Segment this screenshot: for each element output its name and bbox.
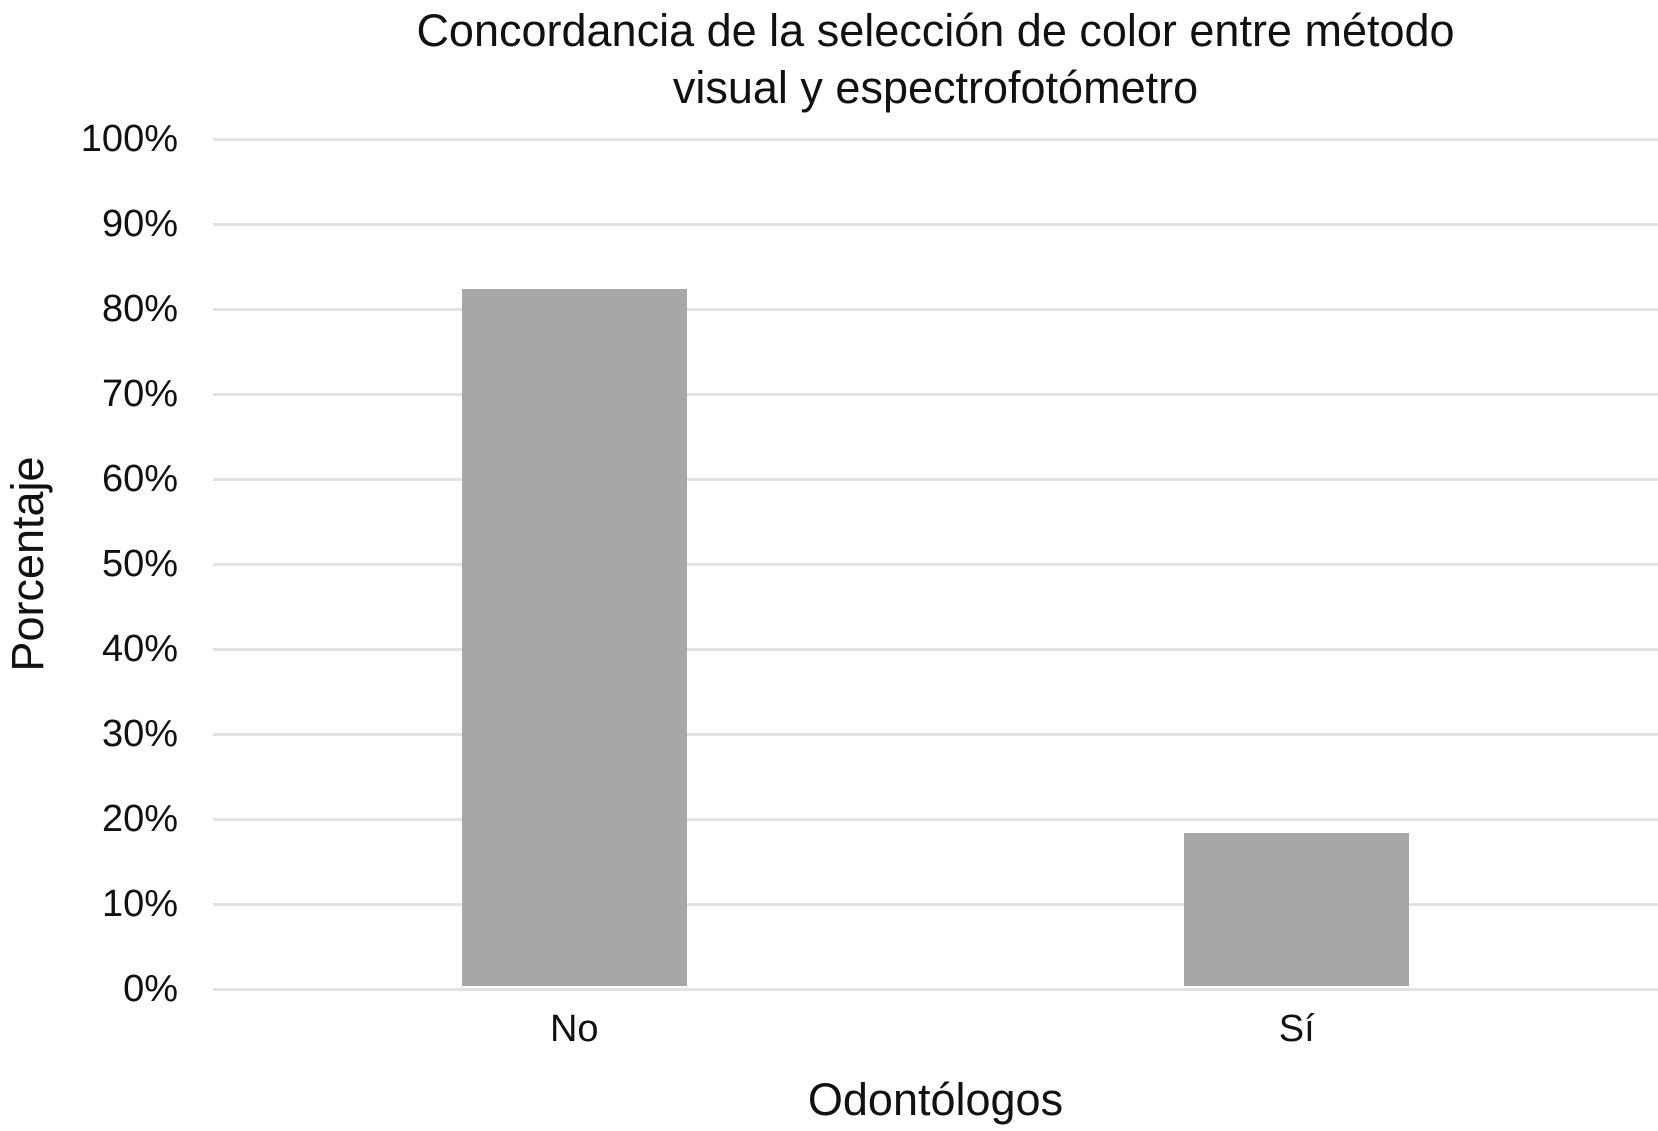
y-tick-label-20: 20% <box>101 798 178 840</box>
x-tick-label-sí: Sí <box>1278 1008 1315 1050</box>
gridline-80 <box>213 307 1658 311</box>
x-axis-title: Odontólogos <box>807 1074 1064 1125</box>
gridline-40 <box>213 647 1658 651</box>
y-tick-label-0: 0% <box>123 968 178 1010</box>
bar-sí <box>1184 833 1410 986</box>
y-tick-label-90: 90% <box>101 203 178 245</box>
gridline-100 <box>213 137 1658 141</box>
plot-area <box>213 137 1658 991</box>
chart-title-line-2: visual y espectrofotómetro <box>672 62 1199 113</box>
y-tick-label-60: 60% <box>101 458 178 500</box>
bar-no <box>461 289 687 986</box>
chart-title: Concordancia de la selección de color en… <box>213 2 1658 116</box>
y-tick-label-80: 80% <box>101 288 178 330</box>
gridline-50 <box>213 562 1658 566</box>
y-tick-label-70: 70% <box>101 373 178 415</box>
gridline-20 <box>213 817 1658 821</box>
gridline-90 <box>213 222 1658 226</box>
gridline-70 <box>213 392 1658 396</box>
y-tick-label-100: 100% <box>80 118 178 160</box>
gridline-30 <box>213 732 1658 736</box>
x-tick-label-no: No <box>549 1008 599 1050</box>
y-tick-label-50: 50% <box>101 543 178 585</box>
chart-title-line-1: Concordancia de la selección de color en… <box>416 5 1455 56</box>
gridline-60 <box>213 477 1658 481</box>
gridline-10 <box>213 902 1658 906</box>
y-tick-label-10: 10% <box>101 883 178 925</box>
y-tick-label-30: 30% <box>101 713 178 755</box>
gridline-0 <box>213 987 1658 991</box>
y-tick-label-40: 40% <box>101 628 178 670</box>
